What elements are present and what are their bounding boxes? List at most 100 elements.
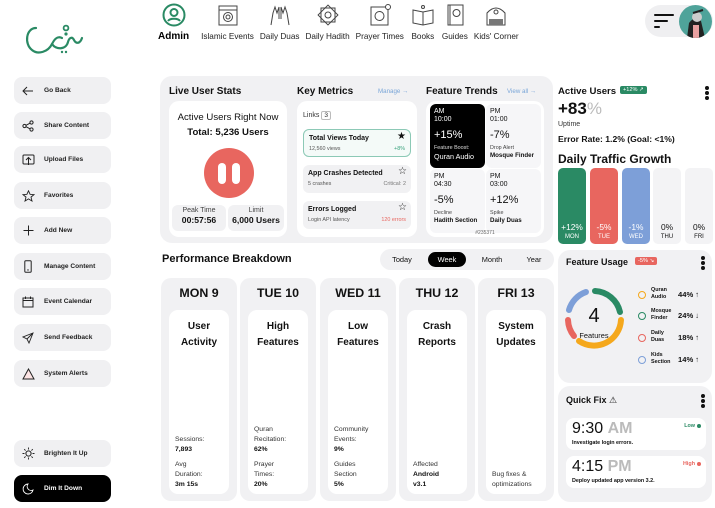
legend-quran-audio[interactable]: Quran Audio 44% ↑	[638, 286, 708, 306]
upload-icon	[14, 154, 42, 166]
manage-link[interactable]: Manage →	[378, 88, 409, 95]
trend-tile[interactable]: PM 04:30 -5% Decline Hadith Section	[430, 169, 485, 233]
nav-label: Islamic Events	[201, 32, 254, 41]
ring-icon	[638, 291, 646, 299]
phone-icon	[14, 260, 42, 273]
metric-app-crashes[interactable]: App Crashes Detected 5 crashes Critical:…	[303, 165, 411, 193]
nav-islamic-events[interactable]: Islamic Events	[201, 2, 254, 41]
day-heading: THU 12	[415, 286, 459, 300]
star-filled-icon[interactable]: ★	[397, 131, 406, 142]
metric-change: +8%	[394, 146, 405, 152]
trend-time: 03:00	[490, 181, 508, 188]
feature-usage-badge: -5% ↘	[635, 257, 658, 265]
sidebar-item-event-calendar[interactable]: Event Calendar	[14, 288, 111, 315]
plus-icon	[14, 225, 42, 236]
metric-total-views[interactable]: Total Views Today 12,560 views +8% ★	[303, 129, 411, 157]
day-column-fri[interactable]: FRI 13 System Updates Bug fixes & optimi…	[478, 278, 554, 501]
sidebar-item-add-new[interactable]: Add New	[14, 217, 111, 244]
legend-name: Kids Section	[651, 352, 671, 365]
traffic-bar-fri[interactable]: 0% FRI	[685, 168, 713, 244]
traffic-bar-wed[interactable]: -1% WED	[622, 168, 650, 244]
theme-light-button[interactable]: Brighten It Up	[14, 440, 111, 467]
detail-value: 7,893	[175, 446, 193, 453]
pause-icon-bar	[232, 162, 240, 184]
sidebar-item-label: Event Calendar	[44, 298, 93, 305]
pause-button[interactable]	[204, 148, 254, 198]
more-options-icon[interactable]	[705, 86, 709, 101]
day-column-tue[interactable]: TUE 10 High Features Quran Recitation: 6…	[240, 278, 316, 501]
tab-today[interactable]: Today	[392, 255, 412, 264]
tab-year[interactable]: Year	[526, 255, 542, 264]
metric-title: Errors Logged	[308, 206, 357, 213]
status-dot-icon	[697, 423, 701, 428]
metric-errors-logged[interactable]: Errors Logged Login API latency 120 erro…	[303, 201, 411, 229]
nav-admin[interactable]: Admin	[158, 2, 189, 42]
sidebar-item-manage-content[interactable]: Manage Content	[14, 253, 111, 280]
nav-guides[interactable]: Guides	[442, 2, 468, 41]
detail-label: Bug fixes & optimizations	[492, 471, 532, 488]
day-card: Low Features Community Events: 9% Guides…	[328, 310, 388, 494]
tab-month[interactable]: Month	[481, 255, 503, 264]
trend-tile[interactable]: PM 03:00 +12% Spike Daily Duas	[486, 169, 541, 233]
quick-fix-item[interactable]: 4:15 PM Deploy updated app version 3.2. …	[566, 456, 706, 488]
legend-pct: 14% ↑	[678, 355, 700, 364]
sidebar-item-system-alerts[interactable]: System Alerts	[14, 360, 111, 387]
star-outline-icon[interactable]: ☆	[398, 202, 407, 213]
trend-tile[interactable]: AM 10:00 +15% Feature Boost: Quran Audio	[430, 104, 485, 168]
day-heading: WED 11	[335, 286, 381, 300]
sidebar-item-upload-files[interactable]: Upload Files	[14, 146, 111, 173]
traffic-bar-tue[interactable]: -5% TUE	[590, 168, 618, 244]
day-details: Sessions: 7,893 Avg Duration: 3m 15s	[175, 435, 215, 490]
profile-menu[interactable]	[645, 5, 713, 38]
theme-dark-button[interactable]: Dim It Down	[14, 475, 111, 502]
ring-icon	[638, 334, 646, 342]
sidebar-item-send-feedback[interactable]: Send Feedback	[14, 324, 111, 351]
sidebar-item-share-content[interactable]: Share Content	[14, 112, 111, 139]
nav-daily-duas[interactable]: Daily Duas	[260, 2, 299, 41]
trend-feature: Mosque Finder	[490, 152, 535, 159]
nav-kids-corner[interactable]: Kids' Corner	[474, 2, 519, 41]
star-outline-icon[interactable]: ☆	[398, 166, 407, 177]
links-label: Links 3	[303, 111, 332, 120]
traffic-bar-mon[interactable]: +12% MON	[558, 168, 586, 244]
open-book-icon	[410, 2, 436, 28]
more-options-icon[interactable]	[701, 394, 705, 409]
traffic-bar-thu[interactable]: 0% THU	[653, 168, 681, 244]
detail-label: Avg Duration:	[175, 461, 203, 478]
nav-label: Prayer Times	[355, 32, 404, 41]
more-options-icon[interactable]	[701, 256, 705, 271]
day-column-thu[interactable]: THU 12 Crash Reports Affected Android v3…	[399, 278, 475, 501]
tab-week[interactable]: Week	[428, 252, 466, 267]
metric-sub: Login API latency	[308, 217, 350, 223]
bar-day: MON	[565, 234, 579, 240]
app-logo[interactable]	[22, 14, 84, 60]
quick-fix-item[interactable]: 9:30 AM Investigate login errors. Low	[566, 418, 706, 450]
mosque-kids-icon	[483, 2, 509, 28]
sidebar-item-go-back[interactable]: Go Back	[14, 77, 111, 104]
avatar[interactable]	[679, 5, 712, 38]
day-column-mon[interactable]: MON 9 User Activity Sessions: 7,893 Avg …	[161, 278, 237, 501]
sidebar-item-favorites[interactable]: Favorites	[14, 182, 111, 209]
uptime-label: Uptime	[558, 121, 581, 128]
active-users-value: +83%	[558, 99, 602, 119]
day-column-wed[interactable]: WED 11 Low Features Community Events: 9%…	[320, 278, 396, 501]
feature-count-label: Features	[579, 331, 609, 340]
legend-daily-duas[interactable]: Daily Duas 18% ↑	[638, 329, 708, 349]
warning-icon	[14, 367, 42, 380]
bar-value: -5%	[596, 222, 612, 232]
priority-label: High	[683, 461, 695, 467]
performance-title: Performance Breakdown	[162, 253, 292, 265]
trend-time: 01:00	[490, 116, 508, 123]
trend-tile[interactable]: PM 01:00 -7% Drop Alert Mosque Finder	[486, 104, 541, 168]
sidebar-item-label: Share Content	[44, 122, 90, 129]
nav-books[interactable]: Books	[410, 2, 436, 41]
nav-prayer-times[interactable]: Prayer Times	[356, 2, 404, 41]
ornament-icon	[315, 2, 341, 28]
view-all-link[interactable]: View all →	[507, 88, 537, 95]
hamburger-menu-icon[interactable]	[654, 14, 674, 32]
bar-value: +12%	[561, 222, 583, 232]
legend-mosque-finder[interactable]: Mosque Finder 24% ↓	[638, 307, 708, 327]
legend-kids-section[interactable]: Kids Section 14% ↑	[638, 351, 708, 371]
trend-period: PM	[490, 173, 501, 180]
nav-daily-hadith[interactable]: Daily Hadith	[305, 2, 350, 41]
